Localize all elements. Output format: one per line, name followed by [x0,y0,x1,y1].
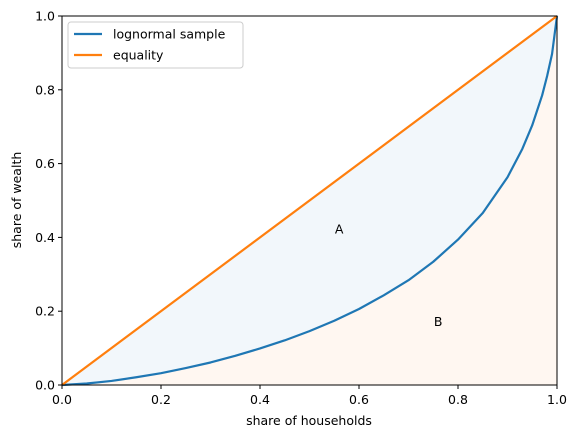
legend: lognormal sample equality [67,21,244,69]
series-lines [61,15,559,387]
equality-line [61,15,558,386]
lognormal-sample-line [61,15,559,387]
y-tick-label: 1.0 [35,9,55,24]
region-label-a: A [335,222,344,237]
y-tick-label: 0.6 [35,156,55,171]
y-tick-label: 0.2 [35,304,55,319]
x-tick-label: 0.4 [250,392,270,407]
legend-label-lognormal-sample: lognormal sample [113,27,226,42]
x-tick-label: 1.0 [547,392,567,407]
region-labels: AB [335,222,443,329]
y-axis-ticks: 0.0 0.2 0.4 0.6 0.8 1.0 [35,9,62,393]
x-tick-label: 0.6 [349,392,369,407]
plot-frame [61,15,558,386]
legend-label-equality: equality [113,48,164,63]
y-tick-label: 0.0 [35,378,55,393]
y-tick-label: 0.8 [35,82,55,97]
y-axis-label: share of wealth [9,152,24,249]
x-axis-label: share of households [246,413,372,428]
region-label-b: B [434,314,443,329]
y-tick-label: 0.4 [35,230,55,245]
x-axis-ticks: 0.0 0.2 0.4 0.6 0.8 1.0 [52,385,567,407]
region-b-fill [62,16,557,385]
x-tick-label: 0.8 [448,392,468,407]
legend-box [67,21,244,69]
x-tick-label: 0.2 [151,392,171,407]
x-tick-label: 0.0 [52,392,72,407]
